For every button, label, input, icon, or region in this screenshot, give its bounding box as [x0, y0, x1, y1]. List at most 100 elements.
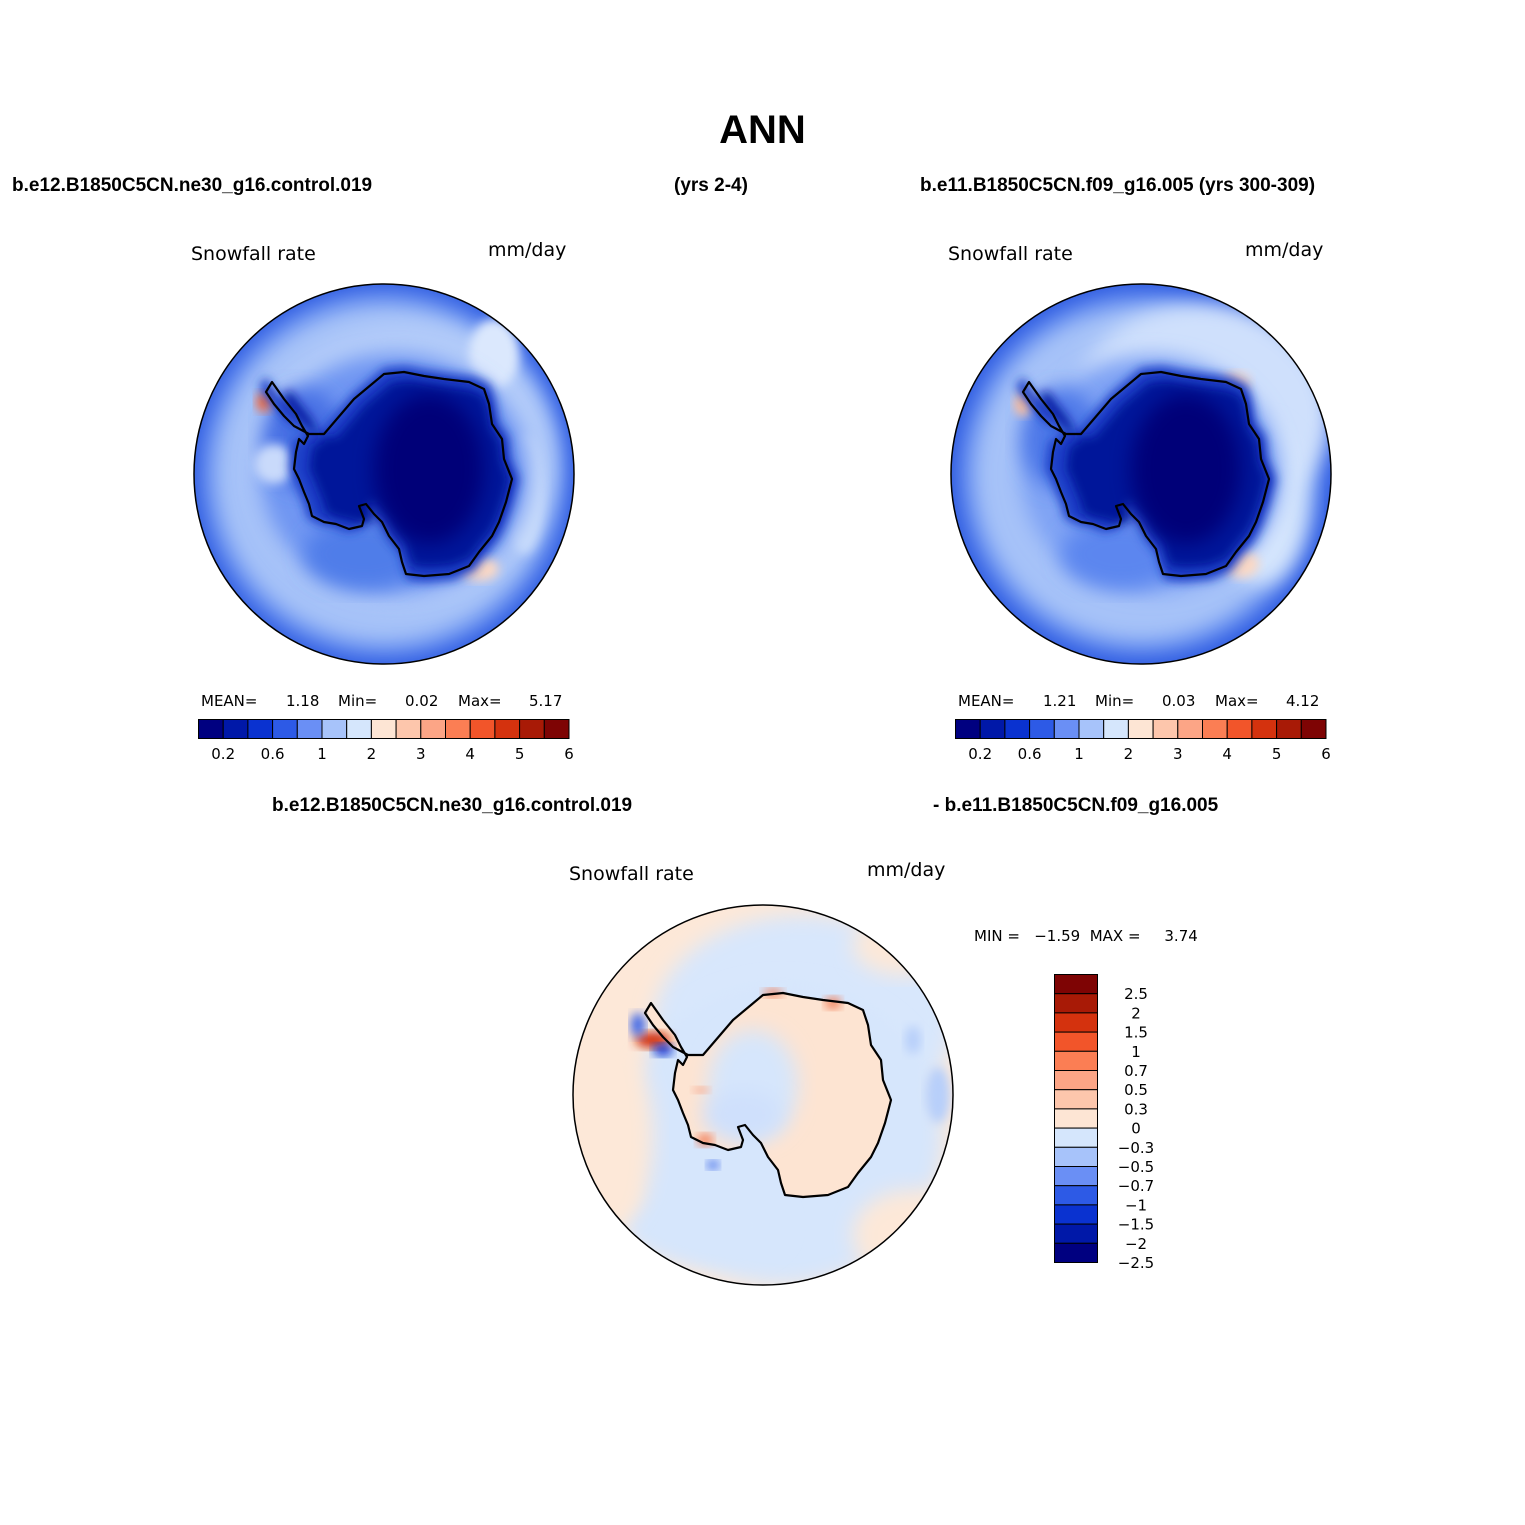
- case-label-right: b.e11.B1850C5CN.f09_g16.005 (yrs 300-309…: [920, 175, 1316, 196]
- colorbar-diff-tick-label: 0: [1131, 1120, 1141, 1138]
- stats-min-label-left: Min=: [338, 692, 378, 710]
- colorbar-diff-tick-label: 2: [1131, 1004, 1141, 1022]
- colorbar-diff-swatch: [1054, 1204, 1098, 1225]
- variable-name-diff: Snowfall rate: [569, 863, 694, 885]
- colorbar-right-tick-label: 6: [1321, 745, 1331, 763]
- colorbar-diff-swatch: [1054, 974, 1098, 995]
- diff-minmax: MIN = −1.59 MAX = 3.74: [974, 927, 1198, 945]
- polar-map-right: [950, 283, 1332, 665]
- colorbar-right-swatch: [1004, 719, 1031, 739]
- colorbar-right-swatch: [955, 719, 981, 739]
- diff-case-b: - b.e11.B1850C5CN.f09_g16.005: [933, 795, 1219, 816]
- colorbar-right-swatch: [1053, 719, 1080, 739]
- stats-max-left: 5.17: [529, 692, 563, 710]
- colorbar-diff-tick-label: −0.7: [1118, 1177, 1154, 1195]
- colorbar-left-swatch: [321, 719, 348, 739]
- colorbar-left-swatch: [198, 719, 224, 739]
- colorbar-left-tick-label: 5: [515, 745, 525, 763]
- colorbar-right-tick-label: 3: [1173, 745, 1183, 763]
- diff-case-a: b.e12.B1850C5CN.ne30_g16.control.019: [272, 795, 633, 816]
- colorbar-right-swatch: [1251, 719, 1278, 739]
- colorbar-right-tick-label: 0.2: [968, 745, 992, 763]
- colorbar-diff-tick-label: 0.7: [1124, 1062, 1148, 1080]
- colorbar-diff-swatch: [1054, 1146, 1098, 1168]
- colorbar-diff-swatch: [1054, 993, 1098, 1014]
- colorbar-diff-swatch: [1054, 1089, 1098, 1110]
- colorbar-diff: 2.52 1.510.70.50.3 0−0.3−0.5−0.7−1 −1.5−2−2…: [1054, 974, 1154, 1272]
- stats-mean-label-right: MEAN=: [958, 692, 1015, 710]
- stats-min-label-right: Min=: [1095, 692, 1135, 710]
- colorbar-right-tick-label: 5: [1272, 745, 1282, 763]
- colorbar-left-swatch: [296, 719, 323, 739]
- colorbar-diff-tick-label: 1.5: [1124, 1024, 1148, 1042]
- colorbar-right-swatch: [1300, 719, 1327, 739]
- colorbar-right-swatch: [1127, 719, 1154, 739]
- stats-max-label-left: Max=: [458, 692, 502, 710]
- colorbar-left-tick-label: 4: [465, 745, 475, 763]
- colorbar-right-swatch: [1202, 719, 1228, 739]
- colorbar-diff-swatch: [1054, 1050, 1098, 1072]
- stats-mean-left: 1.18: [286, 692, 320, 710]
- colorbar-diff-tick-label: −2: [1125, 1235, 1147, 1253]
- colorbar-right-tick-label: 4: [1222, 745, 1232, 763]
- stats-max-label-right: Max=: [1215, 692, 1259, 710]
- colorbar-left-tick-label: 3: [416, 745, 426, 763]
- units-left: mm/day: [488, 239, 567, 261]
- colorbar-diff-tick-label: 1: [1131, 1043, 1141, 1061]
- colorbar-diff-tick-label: 0.3: [1124, 1100, 1148, 1118]
- colorbar-diff-swatch: [1054, 1242, 1098, 1263]
- colorbar-right-tick-label: 1: [1074, 745, 1084, 763]
- colorbar-left-swatch: [494, 719, 521, 739]
- colorbar-diff-swatch: [1054, 1127, 1098, 1148]
- colorbar-diff-swatch: [1054, 1223, 1098, 1244]
- colorbar-diff-tick-label: −0.5: [1118, 1158, 1154, 1176]
- colorbar-left-tick-label: 6: [564, 745, 574, 763]
- colorbar-right-swatch: [1103, 719, 1129, 739]
- years-label-left: (yrs 2-4): [674, 175, 748, 196]
- colorbar-diff-tick-label: −1.5: [1118, 1216, 1154, 1234]
- colorbar-right-swatch: [1226, 719, 1253, 739]
- colorbar-left-swatch: [222, 719, 249, 739]
- colorbar-right-tick-label: 2: [1124, 745, 1134, 763]
- variable-name-left: Snowfall rate: [191, 243, 316, 265]
- colorbar-right-swatch: [979, 719, 1006, 739]
- polar-map-diff: [572, 904, 954, 1286]
- colorbar-left-tick-label: 1: [317, 745, 327, 763]
- colorbar-left-swatch: [445, 719, 471, 739]
- colorbar-diff-tick-label: −1: [1125, 1196, 1147, 1214]
- colorbar-left-swatch: [543, 719, 570, 739]
- colorbar-left-swatch: [346, 719, 372, 739]
- colorbar-diff-tick-label: 2.5: [1124, 985, 1148, 1003]
- figure-title: ANN: [719, 108, 806, 152]
- colorbar-right-tick-label: 0.6: [1018, 745, 1042, 763]
- colorbar-left-swatch: [395, 719, 422, 739]
- colorbar-diff-tick-label: −0.3: [1118, 1139, 1154, 1157]
- colorbar-right-swatch: [1177, 719, 1204, 739]
- colorbar-left-tick-label: 2: [367, 745, 377, 763]
- colorbar-left-swatch: [247, 719, 274, 739]
- colorbar-diff-swatch: [1054, 1070, 1098, 1091]
- stats-mean-right: 1.21: [1043, 692, 1077, 710]
- colorbar-diff-swatch: [1054, 1108, 1098, 1129]
- colorbar-right-swatch: [1152, 719, 1179, 739]
- colorbar-diff-tick-label: −2.5: [1118, 1254, 1154, 1272]
- stats-min-left: 0.02: [405, 692, 439, 710]
- colorbar-left-swatch: [370, 719, 397, 739]
- colorbar-left-swatch: [519, 719, 545, 739]
- polar-map-left: [193, 283, 575, 665]
- colorbar-left-swatch: [469, 719, 496, 739]
- colorbar-diff-swatch: [1054, 1185, 1098, 1206]
- colorbar-left-tick-label: 0.6: [261, 745, 285, 763]
- stats-mean-label-left: MEAN=: [201, 692, 258, 710]
- colorbar-left: 0.2 0.6 1 2 3 4 5 6: [198, 719, 574, 763]
- colorbar-diff-tick-label: 0.5: [1124, 1081, 1148, 1099]
- colorbar-diff-swatch: [1054, 1031, 1098, 1052]
- stats-max-right: 4.12: [1286, 692, 1320, 710]
- colorbar-diff-swatch: [1054, 1012, 1098, 1033]
- colorbar-right-swatch: [1029, 719, 1055, 739]
- units-diff: mm/day: [867, 859, 946, 881]
- case-label-left: b.e12.B1850C5CN.ne30_g16.control.019: [12, 175, 373, 196]
- colorbar-right-swatch: [1078, 719, 1105, 739]
- colorbar-right-swatch: [1276, 719, 1302, 739]
- units-right: mm/day: [1245, 239, 1324, 261]
